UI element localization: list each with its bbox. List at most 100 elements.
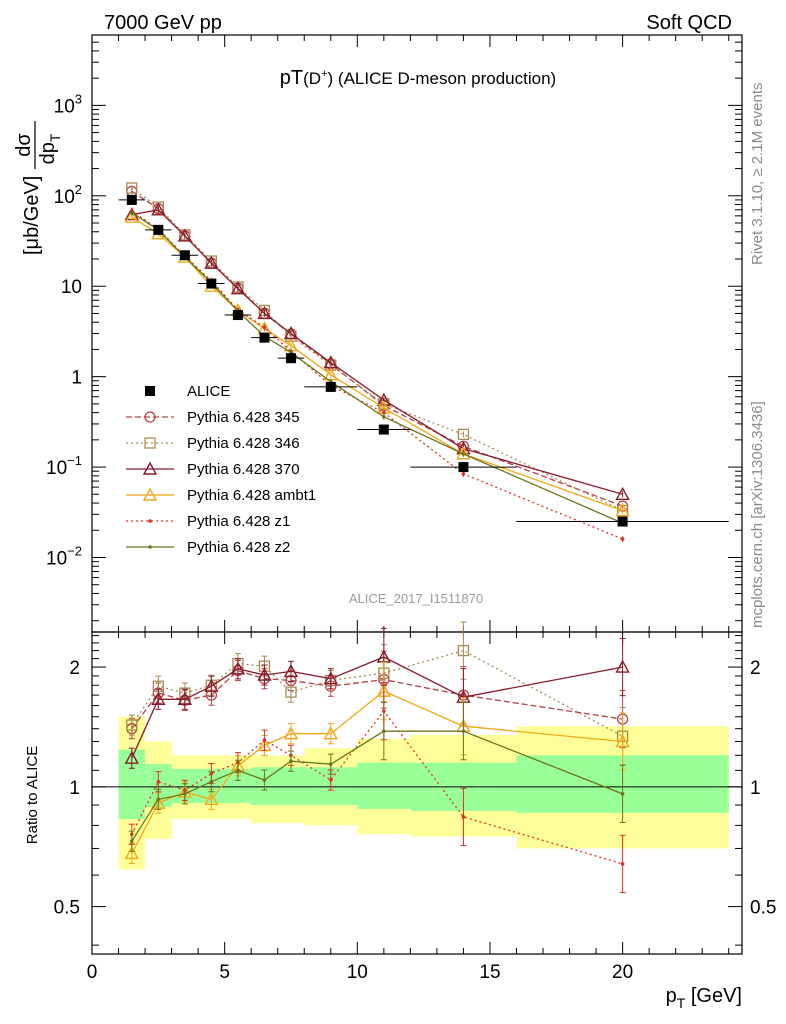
ratio-point-square <box>285 686 297 698</box>
title-main: pT <box>280 67 303 89</box>
series-point <box>230 281 246 295</box>
x-tick-label: 20 <box>612 962 633 983</box>
title-close: ) <box>328 69 334 88</box>
series-point <box>129 210 134 215</box>
ratio-point-dot <box>382 729 386 733</box>
ratio-point-dot <box>461 815 466 819</box>
y-tick-label-base: 10 <box>46 548 67 569</box>
ratio-point <box>615 659 630 673</box>
ratio-point-triangle <box>230 661 246 675</box>
ratio-point-dot <box>183 792 187 796</box>
ratio-point-dot <box>328 778 333 782</box>
series-point <box>615 503 630 517</box>
legend-label: Pythia 6.428 370 <box>187 461 300 478</box>
y-tick-label: 10−2 <box>46 543 82 569</box>
ratio-point-dot <box>289 759 293 763</box>
ratio-frame <box>91 631 743 955</box>
ratio-point-dot <box>209 779 214 784</box>
ratio-point <box>156 797 161 802</box>
y-axis-numerator: dσ <box>13 133 35 157</box>
series-point-dot <box>461 452 466 456</box>
data-point <box>259 332 270 343</box>
ratio-point-triangle <box>124 750 139 764</box>
legend-label: Pythia 6.428 z2 <box>187 539 290 556</box>
series-point-triangle <box>615 503 630 517</box>
ratio-y-tick-label: 1 <box>69 778 80 799</box>
x-tick-label: 15 <box>479 962 500 983</box>
legend-entry: Pythia 6.428 345 <box>126 409 300 426</box>
ratio-point-triangle <box>204 791 219 806</box>
data-point-filled-square <box>378 424 389 435</box>
data-point-filled-square <box>232 310 243 321</box>
legend-marker-dot <box>148 519 152 523</box>
ratio-point <box>620 792 625 796</box>
ratio-point-triangle <box>323 671 338 685</box>
ratio-point-dot <box>461 729 466 733</box>
ratio-point <box>124 845 139 860</box>
series-point-triangle <box>151 202 166 216</box>
x-axis-title-unit: [GeV] <box>685 985 742 1007</box>
series-point-square <box>457 428 470 441</box>
data-point <box>285 353 296 364</box>
x-axis-title-main: p <box>666 985 677 1007</box>
ratio-point <box>461 815 466 819</box>
series-point <box>382 410 386 415</box>
ratio-point <box>285 686 297 698</box>
legend-label: Pythia 6.428 ambt1 <box>187 487 316 504</box>
series-point <box>461 452 466 456</box>
ratio-point <box>230 661 246 675</box>
title-rest: (ALICE D-meson production) <box>333 69 556 88</box>
title-sup: + <box>321 68 327 80</box>
legend: ALICE Pythia 6.428 345 Pythia 6.428 346 Pyt… <box>126 383 316 556</box>
ratio-point <box>204 678 219 692</box>
legend-marker-circle <box>144 411 156 423</box>
data-point <box>378 424 389 435</box>
ratio-point <box>323 671 338 685</box>
header-left: 7000 GeV pp <box>104 12 222 34</box>
ratio-point <box>177 691 193 705</box>
series-point <box>620 537 625 541</box>
series-point <box>461 472 466 476</box>
y-axis-unit: [μb/GeV] <box>21 176 43 255</box>
ratio-point-square <box>126 719 138 731</box>
series-point-dot <box>461 472 466 476</box>
main-plot-area <box>118 182 729 543</box>
x-tick-label: 0 <box>87 962 98 983</box>
ratio-point <box>124 750 139 764</box>
data-point <box>179 250 190 261</box>
data-point-filled-square <box>153 224 164 235</box>
data-point <box>153 224 164 235</box>
y-tick-label: 1 <box>71 368 82 389</box>
series-point <box>151 202 166 216</box>
series-point <box>262 325 267 330</box>
y-axis-den-main: dp <box>37 142 59 164</box>
ratio-point <box>328 778 333 782</box>
analysis-reference: ALICE_2017_I1511870 <box>349 591 483 606</box>
plot-title: pT(D+) (ALICE D-meson production) <box>280 67 556 89</box>
ratio-point-triangle <box>204 678 219 692</box>
y-tick-label: 10 <box>61 277 82 298</box>
series-point <box>126 182 138 194</box>
ratio-point-triangle <box>376 649 392 663</box>
y-axis-den-sub: T <box>47 133 63 142</box>
ratio-y-tick-label: 2 <box>69 658 80 679</box>
ratio-point-triangle <box>615 659 630 673</box>
legend-marker-triangle <box>142 487 158 501</box>
stat-uncertainty-band <box>251 767 305 806</box>
ratio-series-line <box>131 669 623 730</box>
y-tick-label-exp: −2 <box>67 543 82 558</box>
ratio-point <box>461 729 466 733</box>
data-point-filled-square <box>458 462 469 473</box>
ratio-point <box>262 778 267 782</box>
x-tick-label: 10 <box>347 962 368 983</box>
ratio-point-triangle <box>323 726 338 740</box>
series-point-triangle <box>124 209 139 223</box>
ratio-y-title: Ratio to ALICE <box>24 746 41 844</box>
series-point <box>615 486 630 500</box>
series-point <box>177 228 193 242</box>
legend-marker <box>144 437 156 449</box>
ratio-point <box>323 726 338 740</box>
ratio-point <box>257 667 272 681</box>
series-point-dot <box>620 537 625 541</box>
ratio-point-dot <box>620 792 625 796</box>
